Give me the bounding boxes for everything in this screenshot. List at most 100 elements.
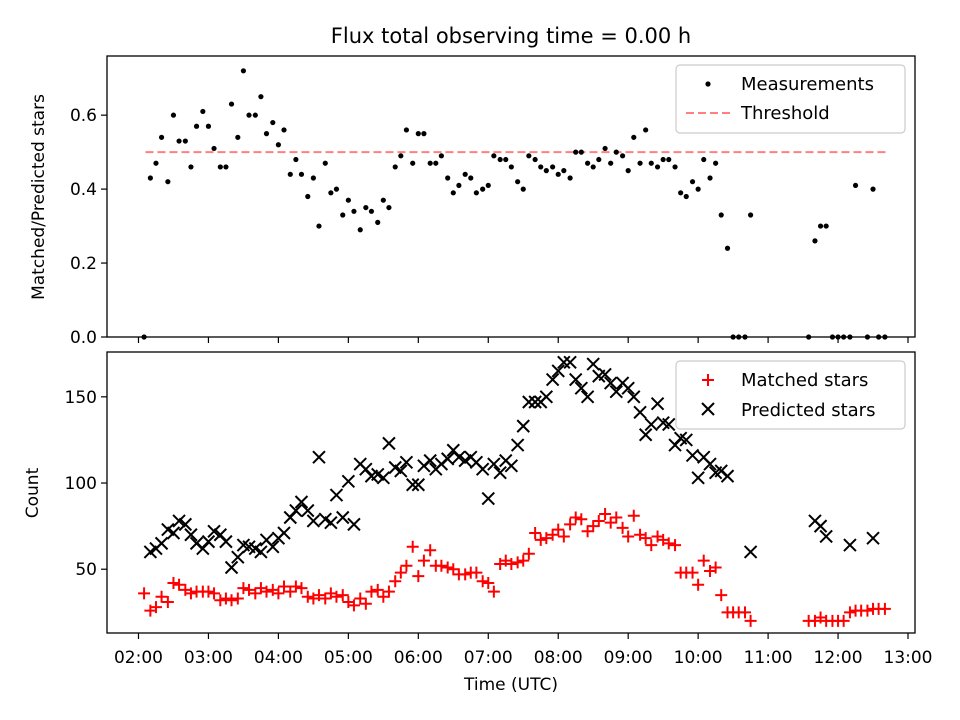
predicted-star-point: [312, 450, 326, 464]
measurement-point: [678, 190, 684, 196]
matched-star-point: [277, 580, 290, 593]
predicted-star-point: [569, 372, 583, 387]
measurement-point: [532, 156, 538, 163]
measurement-point: [293, 156, 299, 163]
matched-star-point: [569, 511, 582, 524]
measurement-point: [445, 175, 451, 181]
top-chart-title: Flux total observing time = 0.00 h: [331, 24, 691, 48]
matched-star-point: [184, 587, 197, 600]
matched-star-point: [382, 585, 395, 598]
measurement-point: [403, 127, 410, 133]
matched-star-point: [231, 592, 244, 605]
bottom-y-tick-label: 100: [65, 474, 97, 494]
matched-star-point: [592, 514, 605, 527]
measurement-point: [852, 182, 859, 189]
predicted-star-point: [580, 390, 595, 404]
measurement-point: [427, 160, 433, 166]
predicted-star-point: [627, 390, 641, 404]
bottom-plot-area: [138, 355, 891, 627]
predicted-star-point: [178, 517, 193, 532]
measurement-point: [573, 149, 579, 155]
measurement-point: [707, 175, 713, 181]
matched-star-point: [546, 528, 559, 541]
matched-star-point: [394, 566, 407, 579]
predicted-star-point: [539, 390, 554, 404]
predicted-star-point: [551, 364, 565, 378]
measurement-point: [200, 108, 206, 115]
matched-star-point: [173, 578, 186, 591]
bottom-x-tick-label: 03:00: [184, 648, 233, 668]
measurement-point: [270, 119, 276, 126]
top-y-axis: 0.0 0.2 0.4 0.6: [70, 106, 107, 348]
measurement-point: [287, 171, 293, 177]
measurement-point: [619, 153, 626, 159]
legend-predicted-label: Predicted stars: [741, 400, 875, 421]
matched-star-point: [522, 547, 535, 560]
measurement-point: [421, 131, 427, 137]
measurement-point: [176, 138, 182, 144]
measurement-point: [182, 138, 188, 144]
predicted-star-point: [662, 417, 676, 432]
predicted-star-point: [563, 355, 577, 370]
predicted-star-point: [306, 514, 321, 528]
predicted-star-point: [231, 550, 245, 564]
predicted-star-point: [638, 428, 653, 442]
matched-star-point: [511, 556, 524, 569]
measurement-point: [363, 204, 369, 211]
measurement-point: [497, 156, 503, 163]
matched-star-point: [645, 539, 658, 552]
predicted-star-point: [423, 453, 437, 468]
measurement-point: [263, 131, 270, 137]
predicted-star-point: [154, 536, 169, 551]
measurement-point: [672, 164, 678, 170]
matched-star-point: [149, 601, 162, 614]
predicted-star-point: [406, 478, 420, 492]
matched-star-point: [709, 561, 722, 574]
matched-star-point: [476, 575, 489, 588]
measurement-point: [555, 171, 561, 177]
measurement-point: [625, 168, 631, 174]
predicted-star-point: [843, 538, 857, 552]
matched-star-point: [739, 606, 752, 619]
measurement-point: [689, 179, 696, 185]
measurement-point: [235, 134, 241, 140]
predicted-star-point: [504, 459, 519, 473]
measurement-point: [158, 134, 165, 140]
matched-star-point: [289, 580, 302, 593]
bottom-legend-box: [675, 360, 906, 430]
bottom-x-tick-label: 07:00: [464, 648, 513, 668]
predicted-star-point: [289, 503, 303, 518]
matched-star-point: [330, 590, 343, 603]
measurement-point: [608, 160, 614, 166]
predicted-star-point: [347, 517, 361, 532]
matched-star-point: [260, 585, 273, 598]
matched-star-point: [470, 566, 483, 579]
predicted-star-point: [336, 510, 350, 525]
measurement-point: [211, 145, 217, 152]
measurement-point: [386, 204, 392, 211]
measurement-point: [193, 123, 200, 129]
measurement-point: [368, 208, 375, 214]
matched-star-point: [161, 595, 174, 608]
measurement-point: [701, 156, 707, 163]
predicted-star-point: [394, 464, 408, 478]
bottom-y-axis-label: Count: [23, 467, 43, 518]
bottom-x-tick-label: 10:00: [674, 648, 723, 668]
matched-star-point: [662, 537, 675, 550]
measurement-point: [817, 223, 824, 229]
predicted-star-point: [166, 526, 181, 540]
measurement-point: [305, 193, 311, 200]
predicted-star-point: [219, 534, 233, 549]
measurement-point: [375, 219, 381, 225]
matched-star-point: [581, 525, 594, 538]
matched-star-point: [482, 577, 495, 590]
matched-star-point: [697, 554, 710, 567]
predicted-star-point: [609, 384, 623, 399]
matched-star-point: [400, 559, 413, 572]
measurement-point: [433, 160, 439, 166]
measurement-point: [683, 193, 689, 200]
measurement-point: [333, 186, 340, 192]
predicted-star-point: [703, 457, 717, 471]
predicted-star-point: [510, 438, 525, 452]
measurement-point: [480, 186, 486, 192]
